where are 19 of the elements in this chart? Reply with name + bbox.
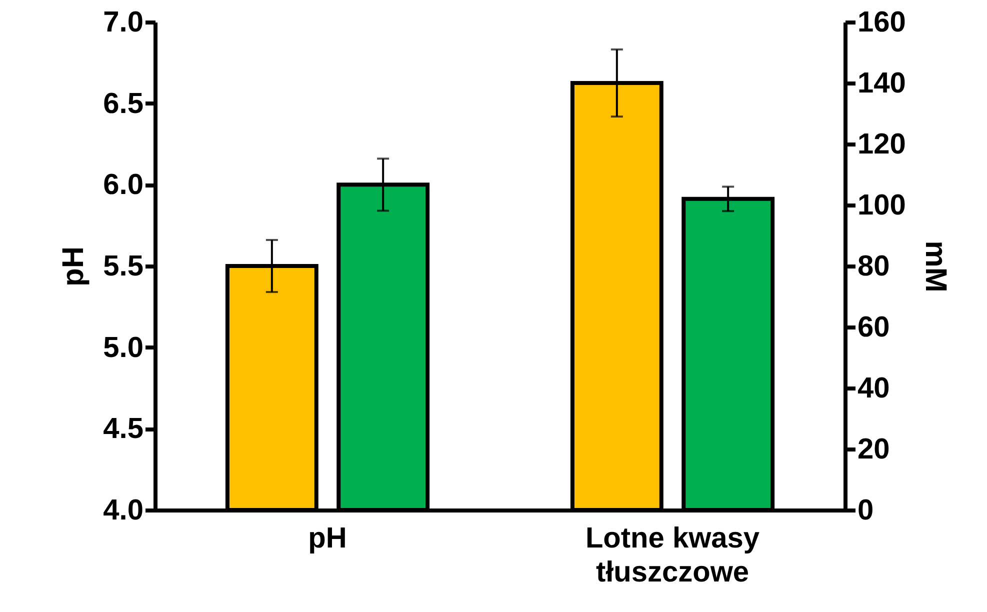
- y2-tick-label: 100: [858, 190, 906, 222]
- y-tick-label: 5.0: [103, 332, 144, 364]
- y-tick-label: 4.0: [103, 494, 144, 526]
- y-tick-label: 5.5: [103, 250, 144, 282]
- y2-tick-label: 60: [858, 312, 890, 344]
- y2-tick-label: 40: [858, 372, 890, 404]
- y-axis-title: pH: [57, 246, 90, 286]
- y-tick-label: 4.5: [103, 413, 144, 446]
- y2-axis-title: mM: [918, 240, 952, 292]
- y2-tick-label: 80: [858, 250, 890, 282]
- y2-tick-label: 160: [858, 6, 906, 38]
- y2-tick-label: 120: [858, 128, 906, 160]
- y2-tick-label: 0: [858, 494, 874, 526]
- y2-tick-label: 20: [858, 434, 890, 466]
- x-tick-label: Lotne kwasy tłuszczowe: [585, 522, 760, 588]
- y-tick-label: 7.0: [103, 6, 144, 38]
- y-tick-label: 6.5: [103, 88, 144, 120]
- y2-tick-label: 140: [858, 68, 906, 100]
- y-tick-label: 6.0: [103, 169, 144, 202]
